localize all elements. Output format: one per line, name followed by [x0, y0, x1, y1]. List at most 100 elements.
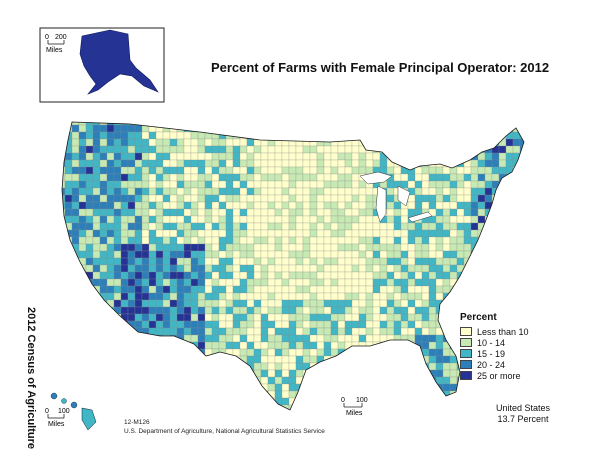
county-cell	[365, 299, 374, 308]
county-cell	[365, 257, 374, 266]
county-cell	[148, 173, 157, 182]
county-cell	[267, 285, 276, 294]
county-cell	[414, 292, 423, 301]
county-cell	[323, 243, 332, 252]
county-cell	[274, 390, 283, 399]
county-cell	[113, 194, 122, 203]
county-cell	[302, 166, 311, 175]
county-cell	[337, 229, 346, 238]
county-cell	[330, 187, 339, 196]
county-cell	[218, 166, 227, 175]
county-cell	[197, 208, 206, 217]
county-cell	[358, 292, 367, 301]
county-cell	[309, 299, 318, 308]
county-cell	[337, 257, 346, 266]
county-cell	[78, 215, 87, 224]
county-cell	[85, 222, 94, 231]
county-cell	[148, 145, 157, 154]
county-cell	[78, 180, 87, 189]
county-cell	[64, 208, 73, 217]
county-cell	[323, 313, 332, 322]
county-cell	[386, 194, 395, 203]
county-cell	[456, 173, 465, 182]
legend-label: 25 or more	[477, 370, 521, 381]
county-cell	[337, 264, 346, 273]
county-cell	[442, 250, 451, 259]
county-cell	[190, 173, 199, 182]
county-cell	[309, 327, 318, 336]
county-cell	[232, 271, 241, 280]
county-cell	[113, 145, 122, 154]
county-cell	[197, 250, 206, 259]
county-cell	[113, 159, 122, 168]
county-cell	[197, 138, 206, 147]
county-cell	[239, 264, 248, 273]
county-cell	[386, 180, 395, 189]
county-cell	[176, 131, 185, 140]
county-cell	[442, 278, 451, 287]
county-cell	[281, 355, 290, 364]
county-cell	[267, 152, 276, 161]
county-cell	[246, 292, 255, 301]
county-cell	[449, 201, 458, 210]
county-cell	[281, 306, 290, 315]
county-cell	[393, 250, 402, 259]
county-cell	[484, 152, 493, 161]
county-cell	[323, 257, 332, 266]
lake-superior	[359, 171, 393, 185]
county-cell	[148, 215, 157, 224]
county-cell	[197, 201, 206, 210]
county-cell	[85, 152, 94, 161]
county-cell	[92, 243, 101, 252]
county-cell	[218, 180, 227, 189]
county-cell	[281, 187, 290, 196]
county-cell	[190, 292, 199, 301]
county-cell	[162, 208, 171, 217]
county-cell	[260, 285, 269, 294]
county-cell	[393, 257, 402, 266]
county-cell	[232, 257, 241, 266]
county-cell	[386, 222, 395, 231]
county-cell	[92, 187, 101, 196]
county-cell	[449, 250, 458, 259]
county-cell	[267, 376, 276, 385]
county-cell	[218, 201, 227, 210]
county-cell	[435, 369, 444, 378]
county-cell	[155, 320, 164, 329]
county-cell	[239, 180, 248, 189]
county-cell	[253, 292, 262, 301]
county-cell	[232, 278, 241, 287]
county-cell	[393, 299, 402, 308]
county-cell	[127, 278, 136, 287]
county-cell	[414, 306, 423, 315]
county-cell	[372, 334, 381, 343]
county-cell	[211, 257, 220, 266]
county-cell	[456, 257, 465, 266]
county-cell	[435, 215, 444, 224]
county-cell	[260, 257, 269, 266]
county-cell	[253, 362, 262, 371]
county-cell	[113, 285, 122, 294]
county-cell	[260, 334, 269, 343]
county-cell	[393, 278, 402, 287]
county-cell	[470, 215, 479, 224]
county-cell	[414, 243, 423, 252]
county-cell	[120, 222, 129, 231]
county-cell	[358, 334, 367, 343]
county-cell	[337, 341, 346, 350]
county-cell	[78, 243, 87, 252]
county-cell	[239, 152, 248, 161]
county-cell	[316, 173, 325, 182]
map-title: Percent of Farms with Female Principal O…	[210, 60, 550, 75]
county-cell	[176, 152, 185, 161]
county-cell	[267, 250, 276, 259]
county-cell	[470, 222, 479, 231]
county-cell	[267, 208, 276, 217]
county-cell	[351, 166, 360, 175]
county-cell	[183, 264, 192, 273]
county-cell	[309, 306, 318, 315]
county-cell	[379, 292, 388, 301]
county-cell	[421, 306, 430, 315]
county-cell	[421, 250, 430, 259]
county-cell	[211, 152, 220, 161]
